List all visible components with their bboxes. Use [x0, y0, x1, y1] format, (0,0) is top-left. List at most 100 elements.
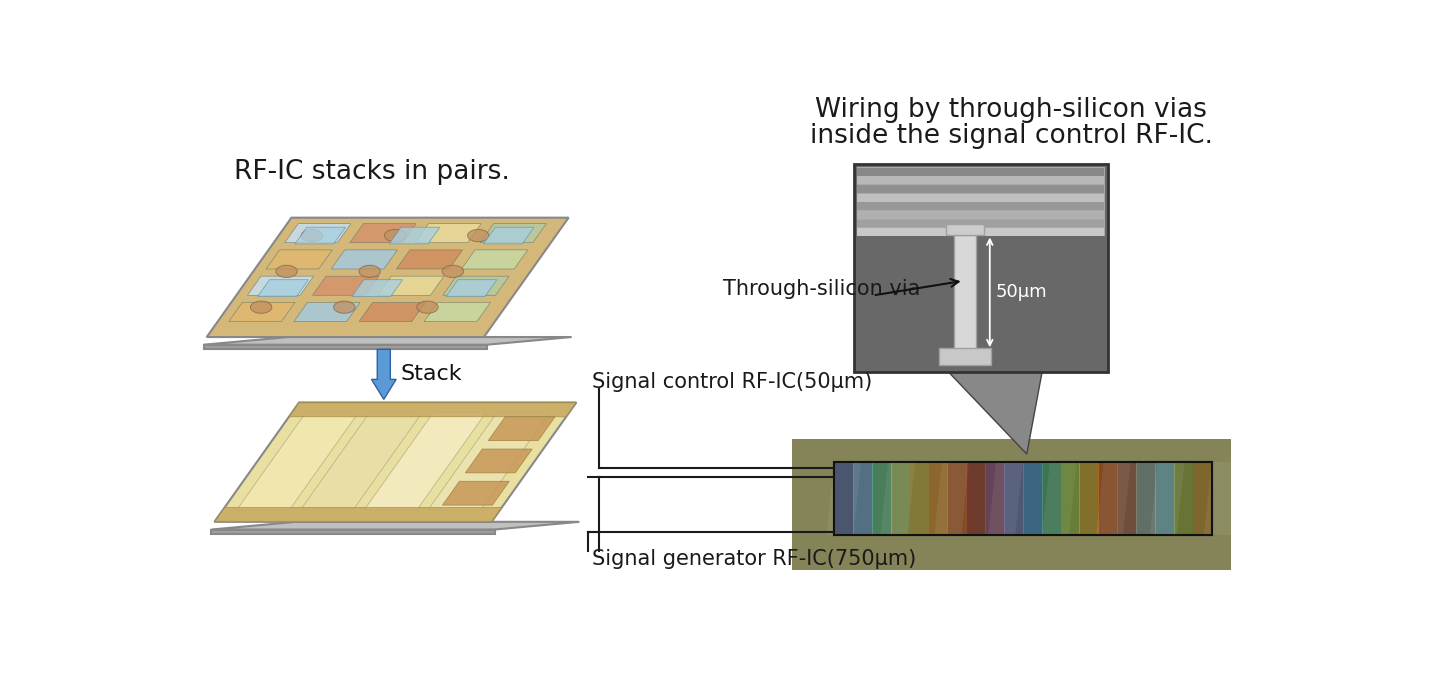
- Polygon shape: [364, 412, 487, 510]
- Polygon shape: [312, 276, 379, 295]
- Polygon shape: [215, 507, 501, 522]
- Polygon shape: [285, 224, 351, 243]
- Polygon shape: [359, 265, 380, 278]
- Polygon shape: [1151, 462, 1185, 535]
- Polygon shape: [827, 462, 861, 535]
- Bar: [792, 439, 1231, 569]
- Polygon shape: [416, 301, 438, 313]
- Bar: [1099, 462, 1117, 535]
- Bar: [1080, 462, 1099, 535]
- Polygon shape: [266, 250, 333, 269]
- Text: Signal generator RF-IC(750μm): Signal generator RF-IC(750μm): [592, 549, 916, 569]
- Polygon shape: [384, 229, 406, 242]
- Bar: [966, 462, 986, 535]
- Polygon shape: [377, 276, 444, 295]
- Polygon shape: [484, 227, 534, 244]
- Bar: [1061, 462, 1080, 535]
- Polygon shape: [351, 280, 403, 296]
- Polygon shape: [331, 250, 397, 269]
- Polygon shape: [215, 402, 576, 522]
- Polygon shape: [480, 224, 546, 243]
- Polygon shape: [359, 303, 425, 321]
- Bar: [857, 185, 1103, 193]
- Bar: [1117, 462, 1136, 535]
- Polygon shape: [389, 227, 439, 244]
- Text: Wiring by through-silicon vias: Wiring by through-silicon vias: [815, 97, 1207, 123]
- Bar: [857, 168, 1103, 176]
- Bar: [910, 462, 929, 535]
- Polygon shape: [465, 449, 533, 473]
- Polygon shape: [207, 218, 569, 337]
- Text: inside the signal control RF-IC.: inside the signal control RF-IC.: [809, 123, 1212, 149]
- Polygon shape: [396, 250, 462, 269]
- Polygon shape: [442, 481, 510, 505]
- Bar: [857, 202, 1103, 210]
- Polygon shape: [425, 303, 491, 321]
- Polygon shape: [212, 522, 579, 529]
- Polygon shape: [1096, 462, 1130, 535]
- Bar: [852, 462, 873, 535]
- Bar: [857, 176, 1103, 184]
- Text: Stack: Stack: [400, 364, 462, 384]
- Bar: [939, 348, 991, 365]
- Polygon shape: [988, 462, 1022, 535]
- Bar: [1192, 462, 1212, 535]
- Bar: [891, 462, 910, 535]
- Polygon shape: [294, 303, 360, 321]
- Polygon shape: [236, 412, 359, 510]
- Polygon shape: [301, 229, 323, 242]
- Polygon shape: [203, 345, 487, 350]
- Bar: [834, 462, 1211, 535]
- Text: RF-IC stacks in pairs.: RF-IC stacks in pairs.: [235, 160, 510, 185]
- Bar: [857, 167, 1104, 236]
- Polygon shape: [372, 350, 396, 399]
- Polygon shape: [935, 462, 969, 535]
- Bar: [1041, 462, 1061, 535]
- Polygon shape: [251, 301, 272, 313]
- Bar: [1155, 462, 1175, 535]
- Polygon shape: [212, 529, 495, 534]
- Bar: [985, 462, 1005, 535]
- Polygon shape: [444, 276, 510, 295]
- Polygon shape: [446, 280, 497, 296]
- Polygon shape: [442, 265, 464, 278]
- Polygon shape: [334, 301, 356, 313]
- Bar: [1022, 462, 1043, 535]
- Polygon shape: [1043, 462, 1077, 535]
- Polygon shape: [301, 412, 422, 510]
- Bar: [1136, 462, 1156, 535]
- Polygon shape: [248, 276, 314, 295]
- Text: Through-silicon via: Through-silicon via: [723, 279, 920, 299]
- Bar: [1004, 462, 1024, 535]
- Bar: [834, 462, 1211, 535]
- Bar: [857, 228, 1103, 236]
- Polygon shape: [468, 229, 490, 242]
- Bar: [955, 235, 976, 350]
- Text: Signal control RF-IC(50μm): Signal control RF-IC(50μm): [592, 372, 873, 392]
- Bar: [854, 164, 1107, 372]
- Text: 50μm: 50μm: [995, 283, 1047, 301]
- Polygon shape: [948, 372, 1043, 454]
- Polygon shape: [461, 250, 527, 269]
- Polygon shape: [428, 412, 550, 510]
- Polygon shape: [1204, 462, 1238, 535]
- Bar: [948, 462, 968, 535]
- Polygon shape: [276, 265, 297, 278]
- Bar: [834, 462, 854, 535]
- Bar: [857, 211, 1103, 219]
- Polygon shape: [415, 224, 481, 243]
- Bar: [857, 193, 1103, 202]
- Polygon shape: [229, 303, 295, 321]
- Bar: [946, 224, 985, 235]
- Polygon shape: [289, 402, 576, 417]
- Bar: [929, 462, 948, 535]
- Bar: [1174, 462, 1194, 535]
- Polygon shape: [203, 337, 572, 345]
- Polygon shape: [350, 224, 416, 243]
- Polygon shape: [488, 417, 554, 441]
- Polygon shape: [258, 280, 308, 296]
- Bar: [873, 462, 891, 535]
- Polygon shape: [295, 227, 346, 244]
- Polygon shape: [880, 462, 914, 535]
- Bar: [857, 220, 1103, 227]
